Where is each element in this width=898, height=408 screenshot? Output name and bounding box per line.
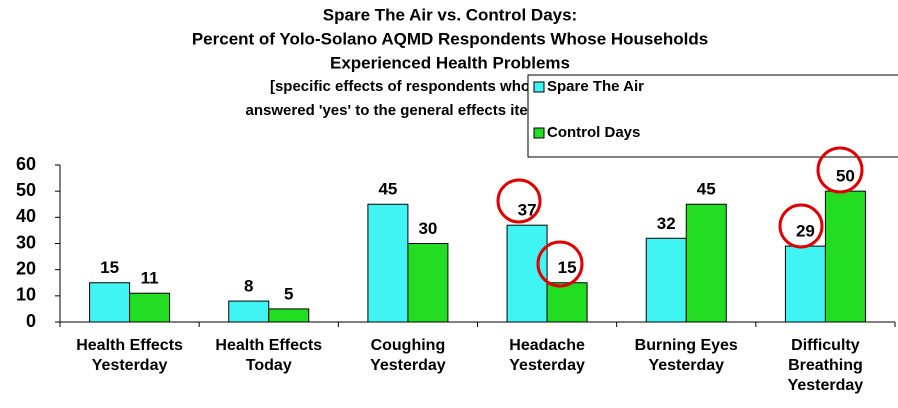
title-line: Spare The Air vs. Control Days: <box>323 5 577 24</box>
value-label: 45 <box>697 180 716 199</box>
y-tick-label: 20 <box>16 258 36 278</box>
legend-label: Control Days <box>547 124 640 141</box>
x-tick-label: Difficulty Breathing Yesterday <box>787 337 864 394</box>
bar <box>824 190 866 323</box>
bar <box>129 292 171 323</box>
value-label: 8 <box>244 277 253 296</box>
x-tick-label: Headache Yesterday <box>509 337 585 374</box>
y-tick-label: 40 <box>16 206 36 226</box>
legend-label: Spare The Air <box>547 78 644 95</box>
x-tick-label: Burning Eyes Yesterday <box>634 337 738 374</box>
value-label: 37 <box>518 201 537 220</box>
value-label: 45 <box>378 180 397 199</box>
bar <box>89 282 131 323</box>
value-label: 5 <box>284 284 293 303</box>
value-label: 29 <box>796 222 815 241</box>
y-tick-label: 60 <box>16 154 36 174</box>
value-label: 15 <box>100 258 119 277</box>
legend-swatch <box>533 81 545 93</box>
highlight-circles <box>496 146 864 288</box>
x-tick-label: Coughing Yesterday <box>370 337 446 374</box>
value-label: 11 <box>141 269 159 288</box>
subtitle-line: [specific effects of respondents who <box>270 78 530 95</box>
y-tick-label: 50 <box>16 180 36 200</box>
highlight-circle <box>816 146 864 194</box>
bar <box>645 237 687 323</box>
value-label: 15 <box>558 258 577 277</box>
highlight-circle <box>536 240 584 288</box>
value-label: 32 <box>657 214 676 233</box>
highlight-circle <box>496 178 542 224</box>
value-label: 50 <box>836 167 855 186</box>
highlight-circle <box>778 203 824 249</box>
value-label: 30 <box>418 219 437 238</box>
bar <box>784 245 826 323</box>
y-tick-label: 0 <box>26 311 36 331</box>
y-tick-label: 10 <box>16 285 36 305</box>
bar <box>367 203 409 323</box>
legend-swatch <box>533 127 545 139</box>
x-tick-label: Health Effects Yesterday <box>76 337 183 374</box>
x-tick-label: Health Effects Today <box>215 337 323 374</box>
legend-box <box>527 74 898 158</box>
bar <box>407 243 449 323</box>
bar <box>268 308 310 323</box>
bar <box>546 282 588 323</box>
title-line: Percent of Yolo-Solano AQMD Respondents … <box>192 29 708 48</box>
subtitle-line: answered 'yes' to the general effects it… <box>246 102 555 119</box>
bar <box>228 300 270 323</box>
y-tick-label: 30 <box>16 232 36 252</box>
title-line: Experienced Health Problems <box>330 53 570 72</box>
bar <box>685 203 727 323</box>
